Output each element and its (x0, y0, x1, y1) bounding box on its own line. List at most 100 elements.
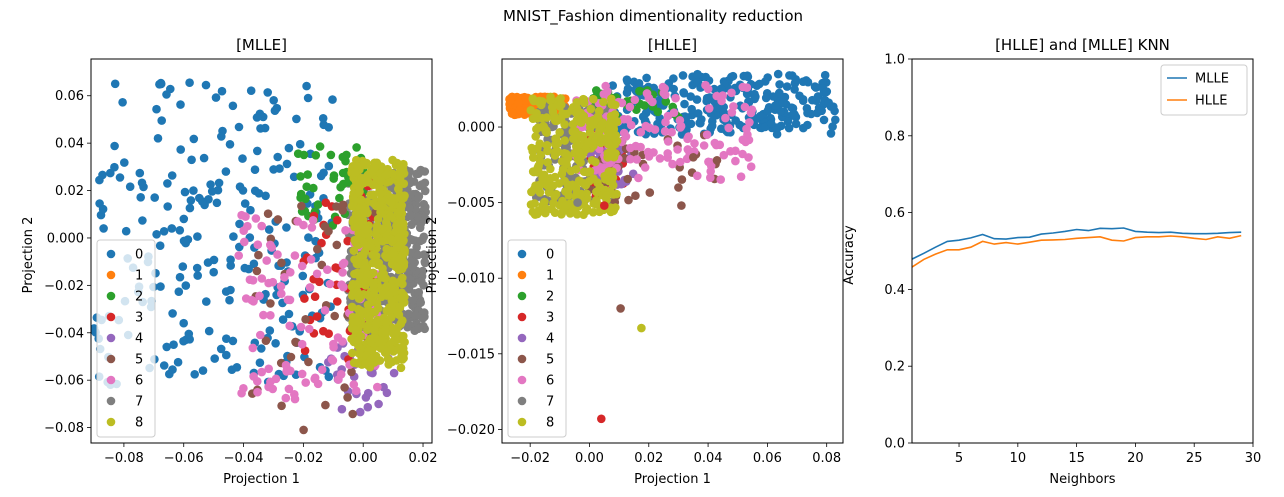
mlle-point-class-0 (179, 336, 188, 346)
mlle-y-tick-label: −0.02 (44, 279, 84, 294)
hlle-legend-marker-5 (517, 354, 527, 364)
mlle-point-class-8 (377, 176, 386, 186)
hlle-point-class-8 (593, 178, 602, 187)
mlle-point-class-0 (159, 361, 169, 370)
mlle-point-class-6 (320, 306, 330, 315)
mlle-point-class-0 (249, 259, 259, 269)
mlle-point-class-8 (358, 215, 368, 225)
hlle-point-class-8 (585, 176, 594, 186)
mlle-point-class-6 (281, 393, 291, 403)
hlle-scatter-panel: −0.02 0.00 0.02 0.04 0.06 0.08 −0.020−0.015−0… (425, 36, 844, 487)
mlle-point-class-7 (415, 223, 425, 233)
mlle-point-class-7 (414, 191, 424, 201)
mlle-x-tick-label: 0.00 (349, 451, 378, 466)
mlle-legend-marker-8 (106, 417, 116, 427)
mlle-point-class-6 (259, 310, 268, 320)
mlle-point-class-8 (395, 173, 405, 182)
hlle-y-label: Projection 2 (425, 217, 440, 294)
mlle-point-class-8 (396, 294, 406, 303)
mlle-point-class-2 (313, 200, 323, 209)
mlle-point-class-5 (301, 315, 310, 324)
mlle-point-class-8 (385, 177, 394, 186)
mlle-point-class-0 (167, 171, 177, 180)
hlle-point-class-8 (607, 176, 617, 186)
knn-y-label: Accuracy (842, 225, 857, 285)
mlle-y-tick-label: 0.04 (55, 137, 84, 152)
mlle-point-class-6 (255, 291, 264, 301)
hlle-point-class-0 (743, 71, 752, 80)
hlle-point-class-0 (803, 108, 812, 118)
hlle-point-class-8 (528, 207, 538, 217)
hlle-point-class-6 (671, 93, 680, 103)
mlle-point-class-8 (397, 352, 406, 362)
hlle-point-class-0 (773, 69, 783, 79)
hlle-legend-marker-6 (517, 375, 527, 385)
hlle-legend-box (507, 239, 567, 438)
mlle-point-class-5 (252, 266, 262, 276)
mlle-point-class-8 (382, 253, 392, 262)
hlle-point-class-0 (789, 109, 799, 119)
hlle-point-class-8 (536, 150, 545, 160)
mlle-point-class-8 (387, 296, 397, 306)
mlle-point-class-8 (399, 193, 408, 203)
hlle-point-class-8 (535, 139, 545, 148)
hlle-legend-label-8: 8 (546, 416, 554, 431)
mlle-point-class-0 (217, 86, 227, 96)
mlle-point-class-7 (416, 298, 426, 307)
mlle-point-class-8 (398, 273, 407, 283)
hlle-point-class-5 (624, 195, 633, 205)
hlle-point-class-8 (543, 158, 552, 167)
hlle-point-class-0 (771, 101, 780, 110)
mlle-point-class-2 (315, 142, 325, 151)
mlle-legend-marker-2 (106, 291, 116, 301)
mlle-point-class-8 (368, 250, 377, 260)
hlle-x-tick-label: 0.06 (753, 451, 782, 466)
hlle-point-class-8 (528, 167, 538, 176)
hlle-point-class-0 (811, 83, 821, 92)
hlle-legend-label-1: 1 (546, 269, 554, 284)
mlle-point-class-0 (185, 203, 195, 213)
mlle-series-line (911, 227, 1242, 260)
mlle-point-class-0 (232, 363, 242, 372)
knn-line-panel: 5 10 15 20 25 30 0.0 0.2 0.4 0.6 0.8 1.0 [HLLE] an… (842, 36, 1261, 487)
hlle-point-class-0 (791, 119, 801, 129)
mlle-point-class-8 (378, 237, 388, 246)
hlle-point-class-8 (585, 117, 594, 126)
mlle-point-class-6 (338, 268, 347, 277)
mlle-legend-label-3: 3 (135, 311, 143, 326)
mlle-point-class-0 (203, 258, 213, 267)
mlle-point-class-5 (254, 250, 263, 260)
mlle-point-class-6 (305, 324, 314, 334)
mlle-point-class-6 (253, 387, 262, 397)
mlle-point-class-0 (270, 106, 280, 115)
hlle-legend-label-7: 7 (546, 395, 554, 410)
hlle-y-tick-label: −0.005 (447, 196, 495, 211)
mlle-point-class-8 (388, 276, 398, 286)
hlle-point-class-6 (661, 90, 670, 100)
mlle-point-class-6 (253, 240, 263, 249)
knn-x-tick-label: 20 (1127, 451, 1144, 466)
hlle-point-class-8 (550, 192, 559, 201)
mlle-point-class-0 (324, 161, 334, 171)
mlle-point-class-0 (193, 232, 202, 241)
mlle-point-class-0 (250, 165, 260, 174)
mlle-point-class-0 (176, 145, 185, 154)
mlle-point-class-0 (318, 114, 328, 123)
hlle-legend-label-4: 4 (546, 332, 554, 347)
mlle-point-class-0 (98, 204, 108, 214)
mlle-point-class-6 (248, 343, 258, 353)
mlle-point-class-6 (338, 337, 347, 346)
mlle-legend-marker-3 (106, 312, 116, 322)
mlle-point-class-0 (304, 233, 313, 242)
mlle-point-class-6 (308, 216, 318, 225)
mlle-point-class-5 (299, 425, 308, 435)
mlle-point-class-0 (163, 179, 172, 188)
mlle-point-class-0 (264, 225, 274, 234)
hlle-point-class-8 (579, 94, 588, 104)
mlle-point-class-8 (361, 359, 371, 368)
knn-legend-label-hlle: HLLE (1195, 94, 1227, 109)
mlle-y-tick-label: 0.02 (55, 184, 84, 199)
hlle-point-class-6 (660, 127, 670, 136)
hlle-point-class-0 (828, 122, 837, 131)
hlle-point-class-8 (589, 94, 598, 104)
